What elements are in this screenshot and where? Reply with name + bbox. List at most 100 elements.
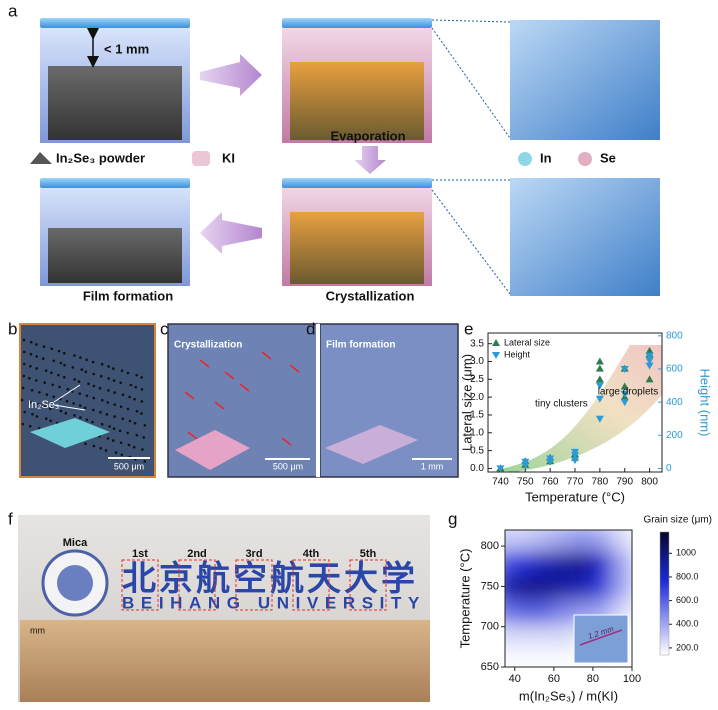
crystal-dot	[45, 393, 49, 396]
crystal-dot	[28, 376, 31, 380]
crystal-dot	[114, 451, 118, 454]
heat-cell	[505, 530, 516, 552]
heat-cell	[611, 573, 632, 600]
crystal-dot	[140, 388, 144, 391]
crystal-dot	[50, 371, 53, 375]
crystal-dot	[112, 367, 115, 370]
y-tick-label: 800	[481, 540, 499, 552]
heat-cell	[513, 621, 536, 648]
marker	[645, 375, 654, 383]
ruler	[20, 620, 430, 702]
crystal-dot	[113, 415, 116, 418]
marker	[645, 357, 654, 365]
x-tick-label: 790	[616, 477, 633, 488]
marker	[595, 395, 604, 403]
y-tick-label: 2.0	[470, 392, 484, 403]
zoom-line	[431, 19, 511, 23]
crystal-dot	[66, 387, 70, 391]
red-arrow	[281, 437, 292, 446]
crystal-dot	[135, 373, 138, 377]
marker	[521, 458, 530, 466]
crystal-dot	[21, 422, 25, 426]
order-label: 5th	[360, 548, 377, 560]
dashed-box	[235, 559, 273, 611]
crystal-dot	[51, 383, 55, 387]
crystal-dot	[52, 359, 56, 363]
crystal-dot	[92, 372, 95, 376]
legend-text: Se	[600, 150, 616, 165]
heat-cell	[552, 530, 575, 552]
scale-label: 1 mm	[421, 461, 444, 471]
gap-label: < 1 mm	[104, 41, 149, 56]
crystal-dot	[91, 408, 95, 412]
crystal-dot	[100, 422, 104, 426]
crystal-dot	[92, 384, 96, 388]
logo-core	[57, 565, 93, 601]
crystal-dot	[112, 427, 116, 430]
heat-cell	[611, 549, 632, 576]
order-label: 2nd	[187, 548, 207, 560]
red-arrow	[199, 359, 210, 368]
colorbar	[659, 531, 670, 656]
dashed-box	[349, 559, 387, 611]
crystal-dot	[80, 368, 84, 371]
y-tick-label: 750	[481, 580, 499, 592]
crystal-dot	[58, 385, 61, 389]
heat-cell	[552, 573, 575, 600]
red-arrow	[261, 351, 272, 360]
crystal-dot	[29, 400, 32, 404]
y-axis-label: Lateral size (μm)	[459, 354, 474, 451]
red-arrow	[187, 431, 198, 440]
crystal-dot	[98, 386, 102, 390]
crystal-dot	[57, 349, 61, 353]
ruler-unit: mm	[30, 625, 45, 635]
heat-cell	[552, 597, 575, 624]
heat-cell	[533, 530, 555, 552]
x-tick-label: 750	[517, 477, 534, 488]
crystal-dot	[52, 395, 56, 399]
y2-tick-label: 400	[666, 397, 683, 408]
heat-cell	[611, 530, 632, 552]
marker	[546, 455, 555, 463]
legend-label: Lateral size	[504, 337, 550, 347]
x-tick-label: 780	[592, 477, 609, 488]
x-tick-label: 40	[509, 673, 521, 685]
crystal-dot	[35, 355, 39, 358]
y-tick-label: 3.5	[470, 338, 484, 349]
crystal-dot	[126, 371, 130, 375]
crystal-dot	[121, 393, 125, 397]
crystal-dot	[126, 431, 129, 435]
crystal-dot	[105, 413, 109, 416]
atom-view	[510, 20, 660, 140]
crystal-dot	[78, 392, 82, 395]
inset	[573, 614, 629, 664]
x-tick-label: 800	[641, 477, 658, 488]
micrograph	[19, 323, 156, 478]
box-film	[40, 178, 190, 286]
heat-cell	[505, 573, 516, 600]
scale-label: 500 μm	[114, 461, 144, 471]
heat-cell	[572, 530, 594, 552]
crystal-dot	[30, 388, 34, 392]
x-axis-label: m(In₂Se₃) / m(KI)	[519, 688, 618, 703]
y2-tick-label: 0	[666, 463, 672, 474]
x-axis-label: Temperature (°C)	[525, 489, 625, 504]
crystal-dot	[120, 369, 124, 373]
crystal-dot	[134, 385, 138, 389]
annotation: tiny clusters	[535, 399, 588, 410]
crystal-dot	[77, 380, 81, 383]
y-tick-label: 2.5	[470, 374, 484, 385]
red-arrows	[184, 351, 300, 446]
inset-arrow	[579, 629, 623, 646]
crystal-dot	[133, 421, 137, 425]
crystal-dot	[57, 373, 60, 377]
inset-sketch	[175, 430, 250, 470]
heat-cell	[505, 549, 516, 576]
legend-label: Height	[504, 349, 531, 359]
crystal-dot	[38, 391, 41, 394]
heat-cell	[513, 645, 536, 667]
heat-cell	[533, 573, 555, 600]
crystal-dot	[64, 411, 68, 415]
crystal-dot	[135, 433, 139, 437]
